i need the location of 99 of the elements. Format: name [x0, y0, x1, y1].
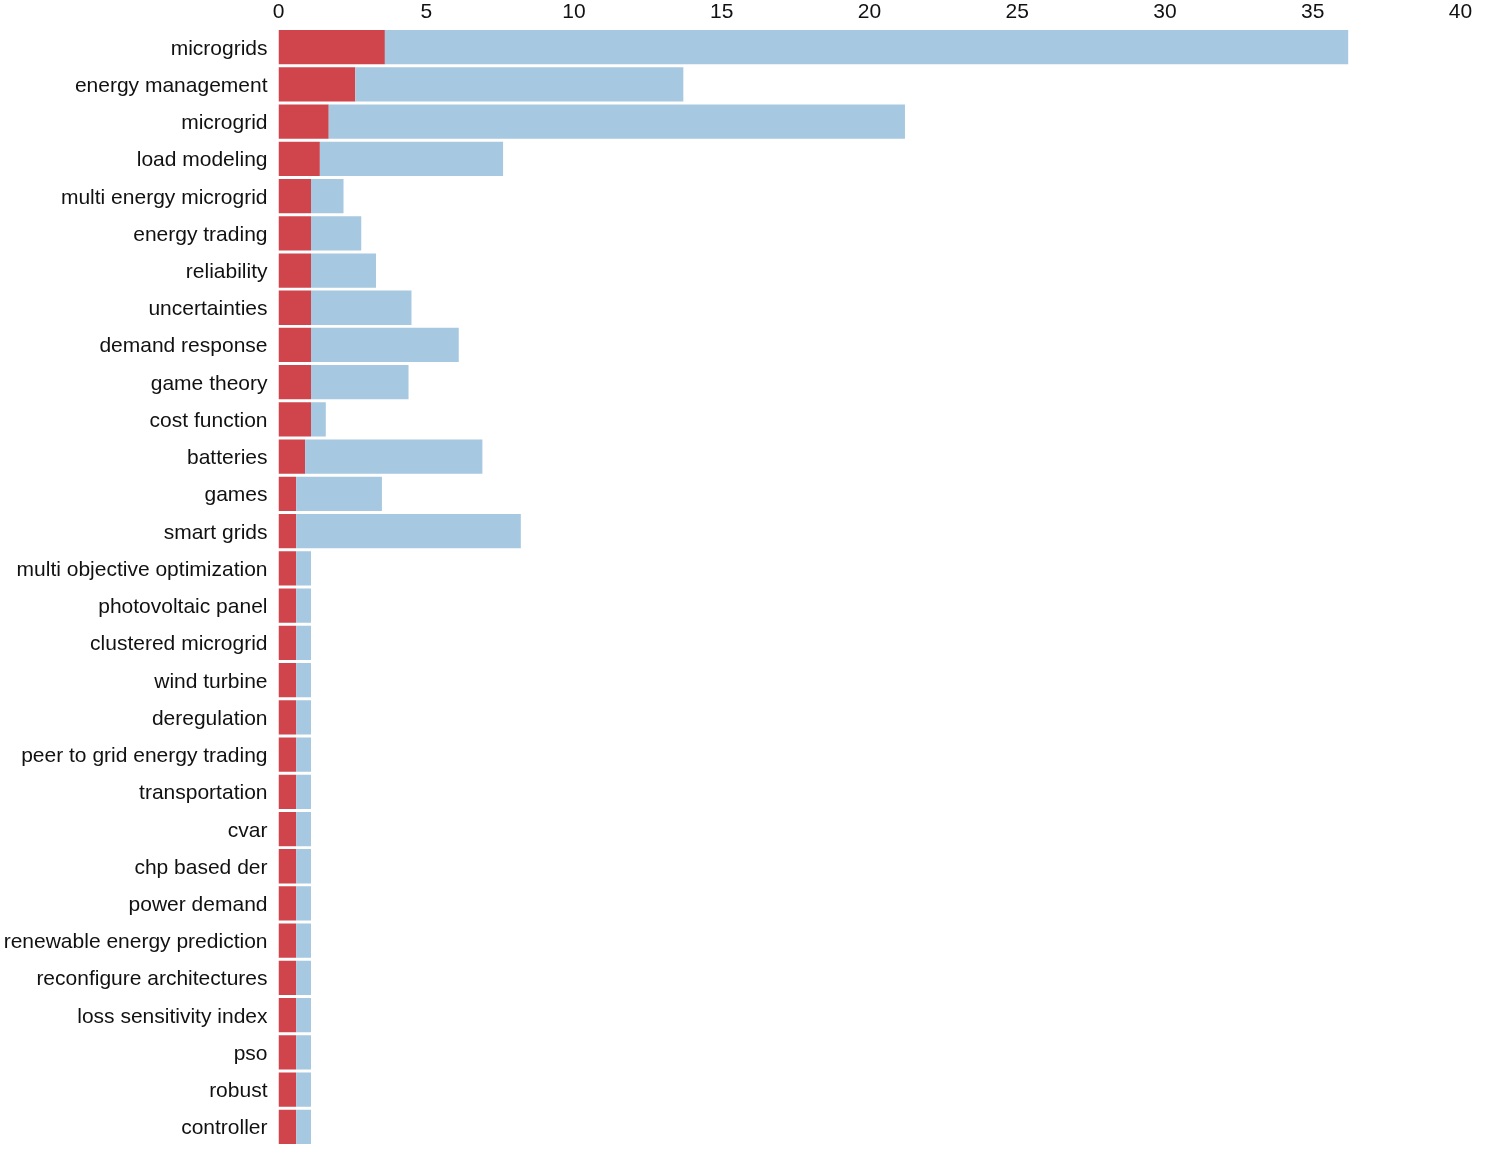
bar	[278, 439, 306, 474]
bar	[311, 327, 459, 363]
y-tick-label: loss sensitivity index	[77, 1003, 268, 1027]
y-tick-label: microgrids	[170, 35, 268, 59]
x-tick-label: 30	[1153, 0, 1177, 22]
y-tick-label: cost function	[149, 407, 268, 431]
bar	[278, 1035, 297, 1070]
bar	[319, 141, 504, 176]
y-tick-label: renewable energy prediction	[3, 929, 268, 953]
bar	[296, 849, 312, 884]
bar	[278, 588, 297, 623]
bar	[278, 290, 312, 325]
y-tick-label: photovoltaic panel	[98, 594, 268, 618]
y-tick-label: robust	[209, 1078, 268, 1102]
y-tick-label: peer to grid energy trading	[21, 743, 268, 767]
x-tick-label: 15	[710, 0, 734, 22]
bar	[278, 402, 312, 437]
bar	[296, 625, 312, 660]
bar	[355, 67, 684, 102]
bar	[296, 476, 382, 512]
x-tick-label: 20	[857, 0, 882, 22]
bar	[278, 737, 297, 772]
y-tick-label: controller	[181, 1115, 268, 1139]
x-tick-label: 10	[562, 0, 586, 22]
y-tick-label: energy management	[74, 72, 268, 96]
bar	[278, 625, 297, 660]
bar	[305, 439, 483, 474]
bar	[278, 67, 356, 102]
bar	[278, 104, 329, 139]
y-tick-label: smart grids	[163, 519, 268, 543]
bar	[278, 923, 297, 958]
bar	[278, 811, 297, 847]
bar	[296, 923, 312, 958]
bar	[296, 737, 312, 772]
y-tick-label: reconfigure architectures	[36, 966, 268, 990]
y-tick-label: energy trading	[133, 221, 268, 245]
bar	[278, 1109, 297, 1145]
bar	[278, 1072, 297, 1107]
y-tick-label: wind turbine	[153, 668, 268, 692]
y-tick-label: demand response	[99, 333, 268, 357]
bar	[278, 886, 297, 921]
bar	[278, 476, 297, 512]
y-tick-label: batteries	[186, 445, 268, 469]
y-tick-label: games	[204, 482, 268, 506]
bar	[278, 998, 297, 1033]
bar	[311, 178, 344, 214]
bar	[278, 551, 297, 586]
bar	[278, 29, 385, 65]
bar	[296, 1109, 312, 1145]
bar	[296, 700, 312, 735]
bar	[311, 365, 409, 400]
bar	[328, 104, 905, 139]
y-tick-label: deregulation	[151, 705, 268, 729]
x-tick-label: 35	[1301, 0, 1325, 22]
y-tick-label: chp based der	[134, 854, 268, 878]
bar	[278, 774, 297, 809]
bar	[278, 960, 297, 996]
y-tick-label: cvar	[227, 817, 268, 841]
y-tick-label: reliability	[185, 259, 268, 283]
y-tick-label: clustered microgrid	[90, 631, 268, 655]
x-tick-label: 40	[1448, 0, 1473, 22]
y-tick-label: microgrid	[181, 110, 268, 134]
bar	[296, 662, 312, 698]
bar	[278, 365, 312, 400]
bar	[278, 662, 297, 698]
bar	[311, 402, 326, 437]
bar	[278, 849, 297, 884]
bar	[278, 216, 312, 251]
bar	[278, 514, 297, 549]
bar	[278, 327, 312, 363]
bar	[278, 700, 297, 735]
bar	[278, 253, 312, 288]
y-tick-label: load modeling	[136, 147, 268, 171]
y-tick-label: multi energy microgrid	[60, 184, 268, 208]
bar	[278, 141, 320, 176]
x-tick-label: 5	[420, 0, 433, 22]
bar	[311, 216, 362, 251]
bar	[296, 1072, 312, 1107]
x-tick-label: 25	[1005, 0, 1029, 22]
bar	[296, 514, 521, 549]
y-tick-label: multi objective optimization	[16, 556, 268, 580]
y-tick-label: power demand	[128, 891, 268, 915]
bar	[296, 551, 312, 586]
bar	[296, 886, 312, 921]
y-tick-label: transportation	[139, 780, 268, 804]
bar	[296, 960, 312, 996]
bar	[296, 998, 312, 1033]
bar	[296, 588, 312, 623]
y-tick-label: uncertainties	[148, 296, 268, 320]
bar	[384, 29, 1349, 65]
bar	[296, 1035, 312, 1070]
bar	[296, 811, 312, 847]
bar	[278, 178, 312, 214]
y-tick-label: game theory	[150, 370, 268, 394]
bar	[296, 774, 312, 809]
x-tick-label: 0	[272, 0, 285, 22]
y-tick-label: pso	[233, 1040, 268, 1064]
bar	[311, 253, 377, 288]
bar	[311, 290, 412, 325]
